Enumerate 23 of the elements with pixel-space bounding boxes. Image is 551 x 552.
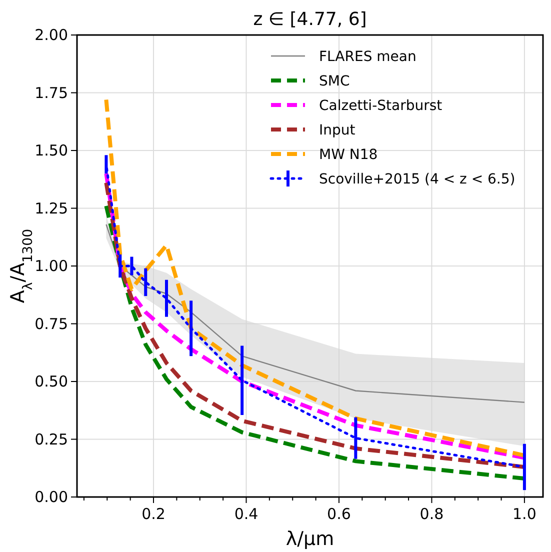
legend-label: SMC <box>319 74 350 90</box>
y-tick-label: 1.75 <box>34 84 68 102</box>
y-tick-label: 0.25 <box>34 430 68 448</box>
legend-label: FLARES mean <box>319 49 416 65</box>
y-tick-label: 0.00 <box>34 488 68 506</box>
x-tick-label: 0.8 <box>420 505 444 523</box>
y-tick-label: 0.50 <box>34 372 68 390</box>
x-tick-label: 0.6 <box>327 505 351 523</box>
chart-title: z ∈ [4.77, 6] <box>253 9 367 30</box>
legend-label: MW N18 <box>319 147 378 163</box>
y-tick-label: 1.50 <box>34 142 68 160</box>
legend-label: Calzetti-Starburst <box>319 98 443 114</box>
x-tick-label: 1.0 <box>512 505 536 523</box>
x-tick-label: 0.2 <box>142 505 166 523</box>
y-tick-label: 1.00 <box>34 257 68 275</box>
y-tick-label: 1.25 <box>34 199 68 218</box>
legend-label: Input <box>319 122 356 138</box>
legend-label: Scoville+2015 (4 < z < 6.5) <box>319 172 516 188</box>
y-tick-label: 0.75 <box>34 314 68 333</box>
y-tick-label: 2.00 <box>34 26 68 44</box>
x-tick-label: 0.4 <box>234 505 258 523</box>
x-axis-title: λ/μm <box>286 528 334 550</box>
line-series <box>106 224 526 403</box>
